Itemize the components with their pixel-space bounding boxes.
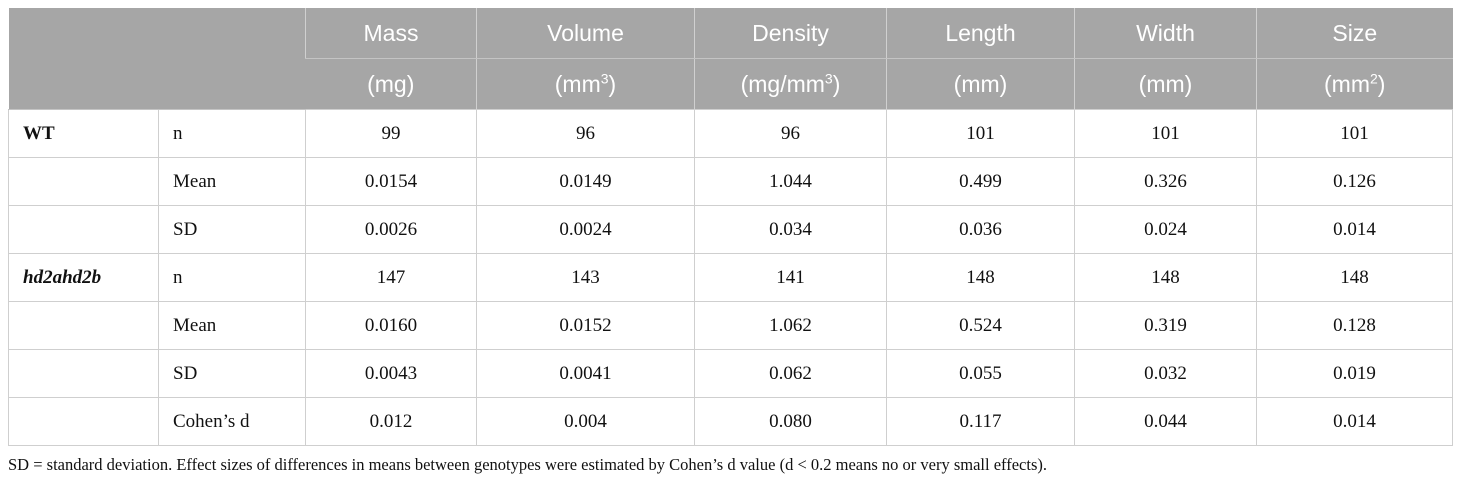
- cell-value: 0.0152: [476, 301, 695, 350]
- cell-value: 99: [305, 109, 477, 158]
- header-row-units: (mg) (mm3) (mg/mm3) (mm) (mm) (mm2): [9, 58, 1453, 110]
- cell-value: 0.014: [1256, 397, 1453, 446]
- unit-density: (mg/mm3): [694, 58, 887, 110]
- cell-value: 0.0026: [305, 205, 477, 254]
- header-blank-group: [8, 8, 159, 110]
- cell-value: 147: [305, 253, 477, 302]
- cell-value: 0.0149: [476, 157, 695, 206]
- header-volume: Volume: [476, 8, 695, 59]
- cell-value: 96: [476, 109, 695, 158]
- stat-label: n: [158, 253, 306, 302]
- cell-value: 1.062: [694, 301, 887, 350]
- table-row: Mean 0.0160 0.0152 1.062 0.524 0.319 0.1…: [8, 301, 1453, 350]
- cell-value: 0.0024: [476, 205, 695, 254]
- cell-value: 1.044: [694, 157, 887, 206]
- unit-length: (mm): [886, 58, 1075, 110]
- table-row: hd2ahd2b n 147 143 141 148 148 148: [8, 253, 1453, 302]
- unit-volume: (mm3): [476, 58, 695, 110]
- cell-value: 101: [1074, 109, 1257, 158]
- table-row: SD 0.0026 0.0024 0.034 0.036 0.024 0.014: [8, 205, 1453, 254]
- cell-value: 0.326: [1074, 157, 1257, 206]
- header-density: Density: [694, 8, 887, 59]
- group-label: [8, 157, 159, 206]
- unit-size: (mm2): [1256, 58, 1453, 110]
- cell-value: 0.0160: [305, 301, 477, 350]
- group-label: [8, 349, 159, 398]
- cell-value: 0.034: [694, 205, 887, 254]
- header-mass: Mass: [305, 8, 477, 59]
- measurements-table: Mass Volume Density Length Width Size (m…: [8, 8, 1453, 446]
- cell-value: 0.014: [1256, 205, 1453, 254]
- cell-value: 0.0043: [305, 349, 477, 398]
- cell-value: 96: [694, 109, 887, 158]
- table-footnote: SD = standard deviation. Effect sizes of…: [8, 455, 1048, 474]
- stat-label: SD: [158, 349, 306, 398]
- header-width: Width: [1074, 8, 1257, 59]
- header-length: Length: [886, 8, 1075, 59]
- cell-value: 101: [886, 109, 1075, 158]
- stat-label: SD: [158, 205, 306, 254]
- stat-label: Mean: [158, 157, 306, 206]
- cell-value: 0.117: [886, 397, 1075, 446]
- cell-value: 0.0154: [305, 157, 477, 206]
- stat-label: Mean: [158, 301, 306, 350]
- cell-value: 0.044: [1074, 397, 1257, 446]
- group-label: [8, 205, 159, 254]
- cell-value: 143: [476, 253, 695, 302]
- header-row-names: Mass Volume Density Length Width Size: [8, 8, 1453, 110]
- cell-value: 0.128: [1256, 301, 1453, 350]
- table-row: WT n 99 96 96 101 101 101: [8, 109, 1453, 158]
- unit-mass: (mg): [305, 58, 477, 110]
- table-row: SD 0.0043 0.0041 0.062 0.055 0.032 0.019: [8, 349, 1453, 398]
- table-row: Cohen’s d 0.012 0.004 0.080 0.117 0.044 …: [8, 397, 1453, 446]
- stat-label: Cohen’s d: [158, 397, 306, 446]
- cell-value: 0.524: [886, 301, 1075, 350]
- cell-value: 0.032: [1074, 349, 1257, 398]
- header-blank-stat: [158, 8, 306, 110]
- group-label: [8, 397, 159, 446]
- stat-label: n: [158, 109, 306, 158]
- cell-value: 101: [1256, 109, 1453, 158]
- group-label: [8, 301, 159, 350]
- cell-value: 0.036: [886, 205, 1075, 254]
- cell-value: 0.004: [476, 397, 695, 446]
- cell-value: 0.055: [886, 349, 1075, 398]
- cell-value: 148: [1074, 253, 1257, 302]
- group-label: hd2ahd2b: [8, 253, 159, 302]
- cell-value: 0.019: [1256, 349, 1453, 398]
- unit-width: (mm): [1074, 58, 1257, 110]
- cell-value: 0.0041: [476, 349, 695, 398]
- cell-value: 0.012: [305, 397, 477, 446]
- cell-value: 148: [886, 253, 1075, 302]
- table-row: Mean 0.0154 0.0149 1.044 0.499 0.326 0.1…: [8, 157, 1453, 206]
- cell-value: 0.080: [694, 397, 887, 446]
- cell-value: 0.126: [1256, 157, 1453, 206]
- cell-value: 148: [1256, 253, 1453, 302]
- group-label: WT: [8, 109, 159, 158]
- data-table-container: Mass Volume Density Length Width Size (m…: [8, 8, 1453, 446]
- cell-value: 0.062: [694, 349, 887, 398]
- cell-value: 141: [694, 253, 887, 302]
- cell-value: 0.499: [886, 157, 1075, 206]
- header-size: Size: [1256, 8, 1453, 59]
- cell-value: 0.024: [1074, 205, 1257, 254]
- cell-value: 0.319: [1074, 301, 1257, 350]
